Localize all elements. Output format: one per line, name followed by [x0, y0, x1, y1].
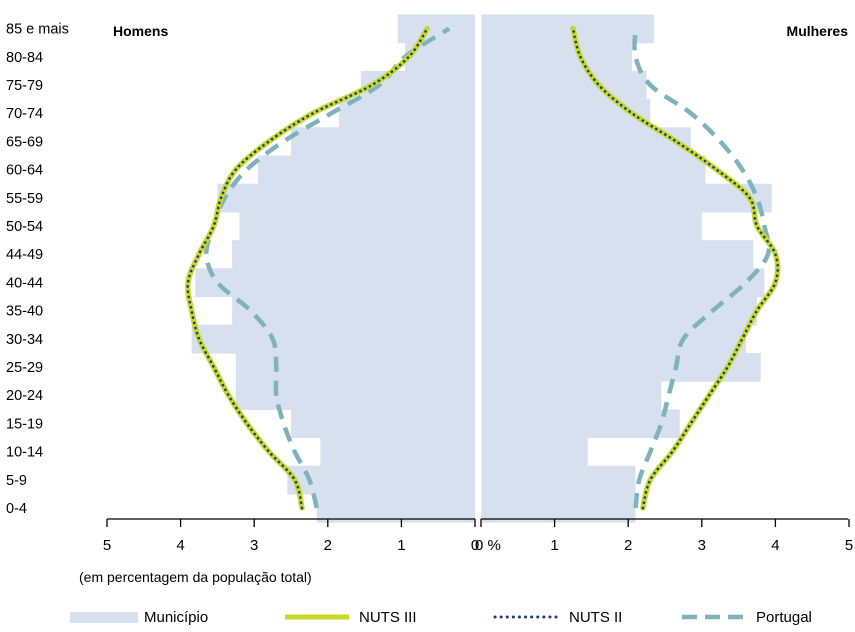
y-label-70-74: 70-74 [6, 106, 43, 122]
bar-women-25-29 [481, 352, 761, 382]
line-portugal-men [204, 26, 451, 509]
bar-women-55-59 [481, 183, 772, 213]
tick-label-right-5: 5 [845, 537, 853, 554]
line-nuts-ii-men [186, 27, 429, 510]
bar-men-60-64 [257, 155, 475, 185]
tick-label-left-5: 5 [103, 537, 111, 554]
y-label-20-24: 20-24 [6, 388, 43, 404]
bar-women-40-44 [481, 268, 765, 298]
right-panel-title: Mulheres [787, 23, 849, 39]
bar-men-5-9 [287, 465, 475, 495]
y-label-85-e-mais: 85 e mais [6, 22, 69, 38]
y-label-80-84: 80-84 [6, 50, 43, 66]
tick-label-right-3: 3 [698, 537, 706, 554]
y-label-40-44: 40-44 [6, 275, 43, 291]
bar-women-5-9 [481, 465, 636, 495]
y-label-30-34: 30-34 [6, 332, 43, 348]
y-label-25-29: 25-29 [6, 360, 43, 376]
bar-women-20-24 [481, 381, 662, 410]
legend-label: NUTS II [569, 609, 622, 626]
bar-men-85-e-mais [397, 14, 475, 44]
legend-item-portugal: Portugal [682, 609, 812, 626]
y-label-44-49: 44-49 [6, 247, 43, 263]
legend-item-municipio: Município [70, 609, 208, 626]
bar-men-10-14 [320, 437, 475, 467]
bar-men-70-74 [338, 99, 475, 128]
y-label-55-59: 55-59 [6, 191, 43, 207]
bar-women-65-69 [481, 127, 691, 157]
legend-item-nuts-iii: NUTS III [285, 609, 417, 626]
tick-label-left-2: 2 [324, 537, 332, 554]
bar-women-60-64 [481, 155, 706, 185]
bar-men-30-34 [191, 324, 475, 354]
y-label-5-9: 5-9 [6, 473, 27, 489]
bar-women-75-79 [481, 70, 647, 100]
y-label-0-4: 0-4 [6, 501, 27, 517]
bar-women-30-34 [481, 324, 746, 354]
bar-men-35-40 [232, 296, 475, 326]
legend-item-nuts-ii: NUTS II [493, 609, 622, 626]
legend-swatch [70, 612, 138, 623]
tick-label-right-1: 1 [550, 537, 558, 554]
bar-women-10-14 [481, 437, 588, 467]
bar-men-25-29 [235, 352, 475, 382]
bar-women-0-4 [481, 493, 636, 523]
bar-women-50-54 [481, 211, 702, 241]
line-portugal-women [632, 28, 772, 509]
y-label-15-19: 15-19 [6, 416, 43, 432]
bar-women-85-e-mais [481, 14, 654, 44]
bar-women-80-84 [481, 42, 632, 72]
y-label-35-40: 35-40 [6, 304, 43, 320]
tick-label-left-0: 0 [471, 537, 479, 554]
y-label-10-14: 10-14 [6, 445, 43, 461]
x-axis-label: (em percentagem da população total) [79, 569, 312, 585]
legend-label: Portugal [756, 609, 812, 626]
bar-men-50-54 [239, 211, 475, 241]
tick-label-right-2: 2 [624, 537, 632, 554]
y-tick-labels: 0-4 5-9 10-14 15-19 20-24 25-29 30-34 35-40 40-4… [6, 22, 69, 517]
tick-label-right-0: 0 % [475, 537, 501, 554]
tick-label-right-4: 4 [771, 537, 779, 554]
tick-label-left-1: 1 [397, 537, 405, 554]
bar-men-55-59 [217, 183, 475, 213]
bar-women-15-19 [481, 409, 680, 439]
y-label-60-64: 60-64 [6, 163, 43, 179]
bar-men-20-24 [235, 381, 475, 410]
bar-men-40-44 [195, 268, 475, 298]
bar-men-0-4 [316, 493, 475, 523]
bar-men-15-19 [291, 409, 475, 439]
y-label-65-69: 65-69 [6, 134, 43, 150]
tick-label-left-3: 3 [250, 537, 258, 554]
y-label-50-54: 50-54 [6, 219, 43, 235]
legend-label: NUTS III [359, 609, 417, 626]
bar-women-70-74 [481, 99, 651, 128]
tick-label-left-4: 4 [176, 537, 184, 554]
bar-men-65-69 [291, 127, 475, 157]
series-lines [184, 25, 781, 511]
line-nuts-ii-women [571, 27, 780, 510]
bar-men-44-49 [232, 240, 475, 269]
bar-women-35-40 [481, 296, 757, 326]
legend: Município NUTS III NUTS II Portugal [70, 609, 812, 626]
left-panel-title: Homens [113, 23, 168, 39]
x-ticks: 5 4 3 2 1 00 % 1 2 3 4 5 [103, 519, 853, 554]
center-gap [475, 0, 482, 519]
bar-women-44-49 [481, 240, 754, 269]
municipio-bars [191, 14, 772, 523]
y-label-75-79: 75-79 [6, 78, 43, 94]
legend-label: Município [144, 609, 208, 626]
